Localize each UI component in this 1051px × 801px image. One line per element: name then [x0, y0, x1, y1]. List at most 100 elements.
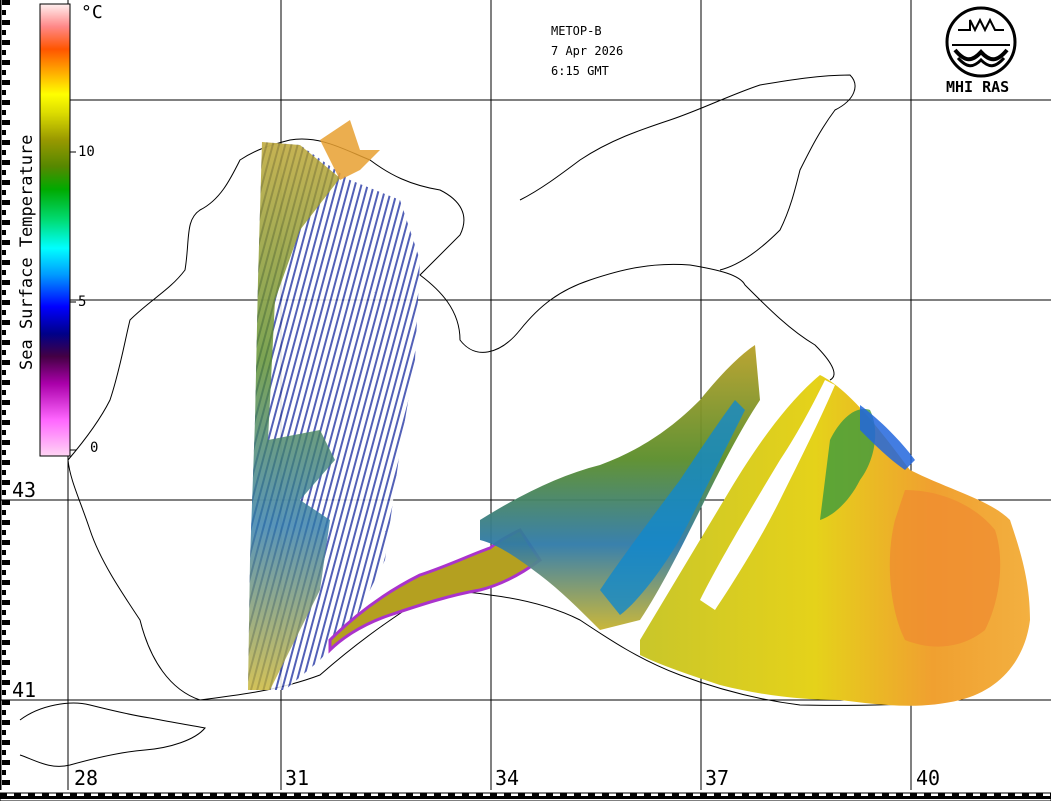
ruler-tick	[70, 793, 77, 796]
ruler-tick	[2, 770, 6, 775]
ruler-tick	[2, 70, 6, 75]
ruler-tick	[2, 590, 6, 595]
ruler-tick	[294, 793, 301, 796]
north-warm-patch	[320, 120, 380, 180]
ruler-tick	[2, 420, 10, 425]
ruler-tick	[490, 793, 497, 796]
ruler-tick	[476, 793, 483, 796]
ruler-tick	[1022, 793, 1029, 796]
ruler-tick	[2, 710, 6, 715]
ruler-tick	[2, 300, 10, 305]
ruler-tick	[182, 793, 189, 796]
ruler-tick	[2, 630, 6, 635]
ruler-tick	[616, 793, 623, 796]
ruler-tick	[2, 740, 10, 745]
ruler-tick	[2, 560, 10, 565]
ruler-tick	[518, 793, 525, 796]
ruler-tick	[2, 540, 10, 545]
legend-tick-0: 0	[90, 440, 99, 456]
ruler-tick	[2, 110, 6, 115]
ruler-tick	[2, 160, 10, 165]
ruler-tick	[2, 0, 10, 5]
latitude-label-43: 43	[12, 478, 37, 502]
ruler-tick	[406, 793, 413, 796]
ruler-tick	[2, 570, 6, 575]
ruler-tick	[2, 310, 6, 315]
ruler-tick	[2, 440, 10, 445]
longitude-label-34: 34	[495, 766, 520, 790]
ruler-tick	[2, 330, 6, 335]
ruler-tick	[2, 60, 10, 65]
ruler-tick	[308, 793, 315, 796]
ruler-tick	[2, 680, 10, 685]
ruler-tick	[868, 793, 875, 796]
ruler-tick	[2, 100, 10, 105]
ruler-tick	[2, 550, 6, 555]
ruler-tick	[2, 350, 6, 355]
ruler-tick	[2, 640, 10, 645]
ruler-tick	[238, 793, 245, 796]
east-green-filament	[820, 409, 876, 520]
ruler-tick	[210, 793, 217, 796]
cloud-gap	[700, 380, 835, 610]
ruler-tick	[2, 250, 6, 255]
ruler-tick	[2, 270, 6, 275]
ruler-tick	[2, 130, 6, 135]
ruler-tick	[2, 380, 10, 385]
east-orange-core	[889, 490, 1001, 647]
ruler-tick	[2, 190, 6, 195]
satellite-name: METOP-B	[551, 24, 602, 38]
ruler-tick	[2, 720, 10, 725]
ruler-tick	[812, 793, 819, 796]
ruler-tick	[2, 150, 6, 155]
ruler-tick	[140, 793, 147, 796]
ruler-tick	[756, 793, 763, 796]
central-sst	[480, 345, 760, 630]
ruler-tick	[784, 793, 791, 796]
ruler-tick	[644, 793, 651, 796]
ruler-tick	[462, 793, 469, 796]
ruler-tick	[2, 370, 6, 375]
ruler-tick	[2, 290, 6, 295]
ruler-tick	[560, 793, 567, 796]
ruler-tick	[2, 470, 6, 475]
ruler-tick	[126, 793, 133, 796]
observation-time: 6:15 GMT	[551, 64, 609, 78]
ruler-tick	[266, 793, 273, 796]
ruler-tick	[2, 510, 6, 515]
ruler-tick	[2, 30, 6, 35]
ruler-tick	[2, 610, 6, 615]
ruler-tick	[2, 400, 10, 405]
ruler-tick	[630, 793, 637, 796]
legend-tick-5: 5	[78, 294, 87, 310]
ruler-tick	[280, 793, 287, 796]
legend-title: Sea Surface Temperature	[17, 134, 37, 370]
ruler-tick	[924, 793, 931, 796]
ruler-tick	[2, 230, 6, 235]
ruler-tick	[2, 50, 6, 55]
ruler-tick	[896, 793, 903, 796]
ruler-tick	[2, 600, 10, 605]
mhi-ras-emblem-icon	[945, 6, 1017, 78]
ruler-tick	[742, 793, 749, 796]
latitude-label-41: 41	[12, 678, 37, 702]
logo-text: MHI RAS	[946, 78, 1010, 96]
ruler-tick	[714, 793, 721, 796]
ruler-tick	[2, 320, 10, 325]
ruler-tick	[2, 260, 10, 265]
ruler-tick	[1008, 793, 1015, 796]
ruler-tick	[2, 410, 6, 415]
ruler-tick	[910, 793, 917, 796]
ruler-tick	[840, 793, 847, 796]
ruler-tick	[2, 520, 10, 525]
longitude-label-28: 28	[74, 766, 99, 790]
ruler-tick	[2, 660, 10, 665]
bottom-ruler	[0, 792, 1051, 801]
ruler-tick	[2, 730, 6, 735]
ruler-tick	[686, 793, 693, 796]
ruler-tick	[2, 180, 10, 185]
ruler-tick	[602, 793, 609, 796]
ruler-tick	[2, 340, 10, 345]
ruler-tick	[574, 793, 581, 796]
